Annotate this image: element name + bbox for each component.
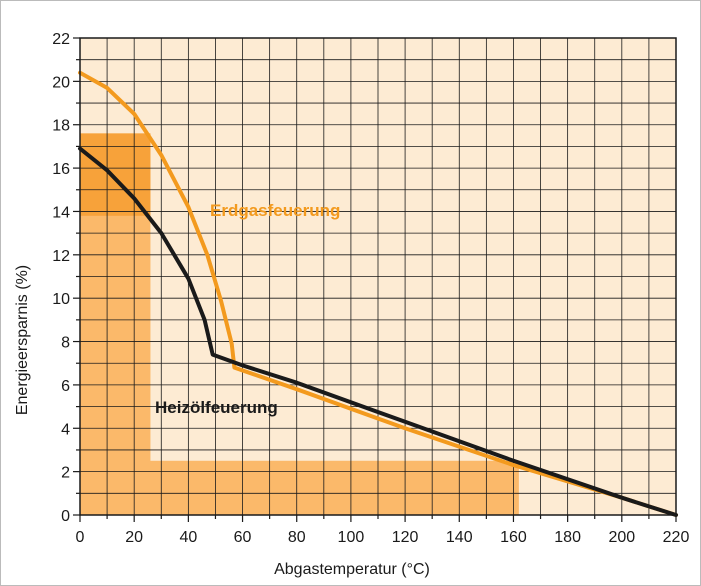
y-tick-label: 0	[61, 508, 70, 525]
series-line-1	[78, 146, 678, 517]
y-tick-label: 18	[52, 118, 70, 135]
series-line-0	[78, 70, 678, 517]
shaded-region-1	[80, 460, 519, 515]
y-tick-label: 16	[52, 161, 70, 178]
y-tick-label: 6	[61, 378, 70, 395]
y-tick-label: 2	[61, 465, 70, 482]
y-tick-label: 22	[52, 31, 70, 48]
x-tick-label: 60	[234, 529, 252, 546]
x-tick-label: 220	[663, 529, 690, 546]
series-label-erdgas: Erdgasfeuerung	[210, 201, 340, 220]
y-tick-label: 14	[52, 204, 70, 221]
y-tick-label: 4	[61, 421, 70, 438]
x-tick-label: 100	[338, 529, 365, 546]
x-tick-label: 160	[500, 529, 527, 546]
series-label-heizoel: Heizölfeuerung	[155, 398, 278, 417]
y-tick-label: 8	[61, 335, 70, 352]
y-tick-label: 20	[52, 74, 70, 91]
y-tick-label: 10	[52, 291, 70, 308]
y-axis-title: Energieersparnis (%)	[14, 265, 31, 415]
x-tick-label: 0	[76, 529, 85, 546]
x-tick-label: 200	[608, 529, 635, 546]
y-tick-label: 12	[52, 248, 70, 265]
x-tick-label: 40	[179, 529, 197, 546]
x-tick-label: 140	[446, 529, 473, 546]
x-tick-label: 80	[288, 529, 306, 546]
x-axis-title: Abgastemperatur (°C)	[274, 561, 430, 578]
x-tick-label: 120	[392, 529, 419, 546]
x-tick-label: 20	[125, 529, 143, 546]
x-tick-label: 180	[554, 529, 581, 546]
